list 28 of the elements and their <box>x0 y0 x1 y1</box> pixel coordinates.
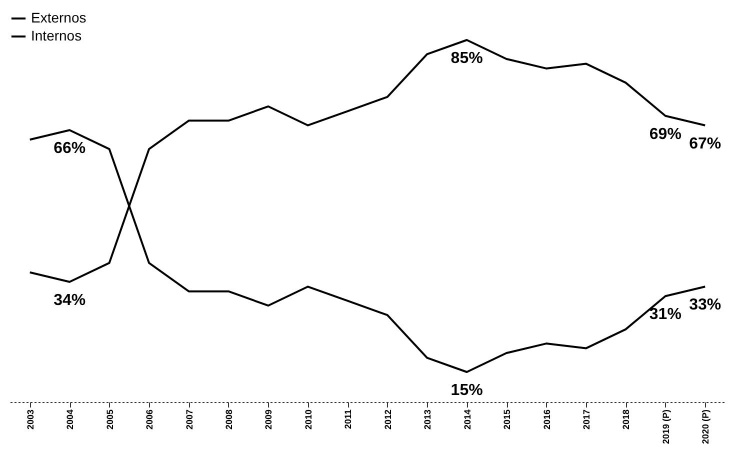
data-label: 33% <box>689 296 722 314</box>
x-tick-label: 2009 <box>264 410 274 430</box>
data-label: 69% <box>649 126 682 143</box>
legend-label: Externos <box>31 10 86 26</box>
x-tick-label: 2020 (P) <box>700 410 711 444</box>
data-label: 66% <box>54 140 86 158</box>
x-tick-label: 2012 <box>382 410 393 430</box>
x-tick-label: 2019 (P) <box>660 410 671 444</box>
x-tick-label: 2011 <box>343 410 354 430</box>
x-tick-label: 2004 <box>65 410 76 430</box>
x-tick-label: 2003 <box>25 410 36 430</box>
x-tick-label: 2014 <box>462 410 472 430</box>
x-tick-label: 2005 <box>104 410 115 430</box>
x-tick-label: 2017 <box>581 410 592 430</box>
x-tick-label: 2008 <box>224 410 234 430</box>
x-tick-label: 2010 <box>303 410 314 430</box>
data-label: 15% <box>450 382 483 399</box>
x-tick-label: 2006 <box>144 410 155 430</box>
x-tick-label: 2016 <box>542 410 552 430</box>
x-tick-label: 2018 <box>621 410 632 430</box>
data-label: 34% <box>54 292 86 309</box>
x-tick-label: 2013 <box>422 410 433 430</box>
x-tick-label: 2007 <box>184 410 194 430</box>
data-label: 67% <box>689 135 722 152</box>
data-label: 85% <box>450 50 483 67</box>
legend-label: Internos <box>31 28 82 44</box>
data-label: 31% <box>649 306 682 324</box>
x-tick-label: 2015 <box>502 410 512 430</box>
